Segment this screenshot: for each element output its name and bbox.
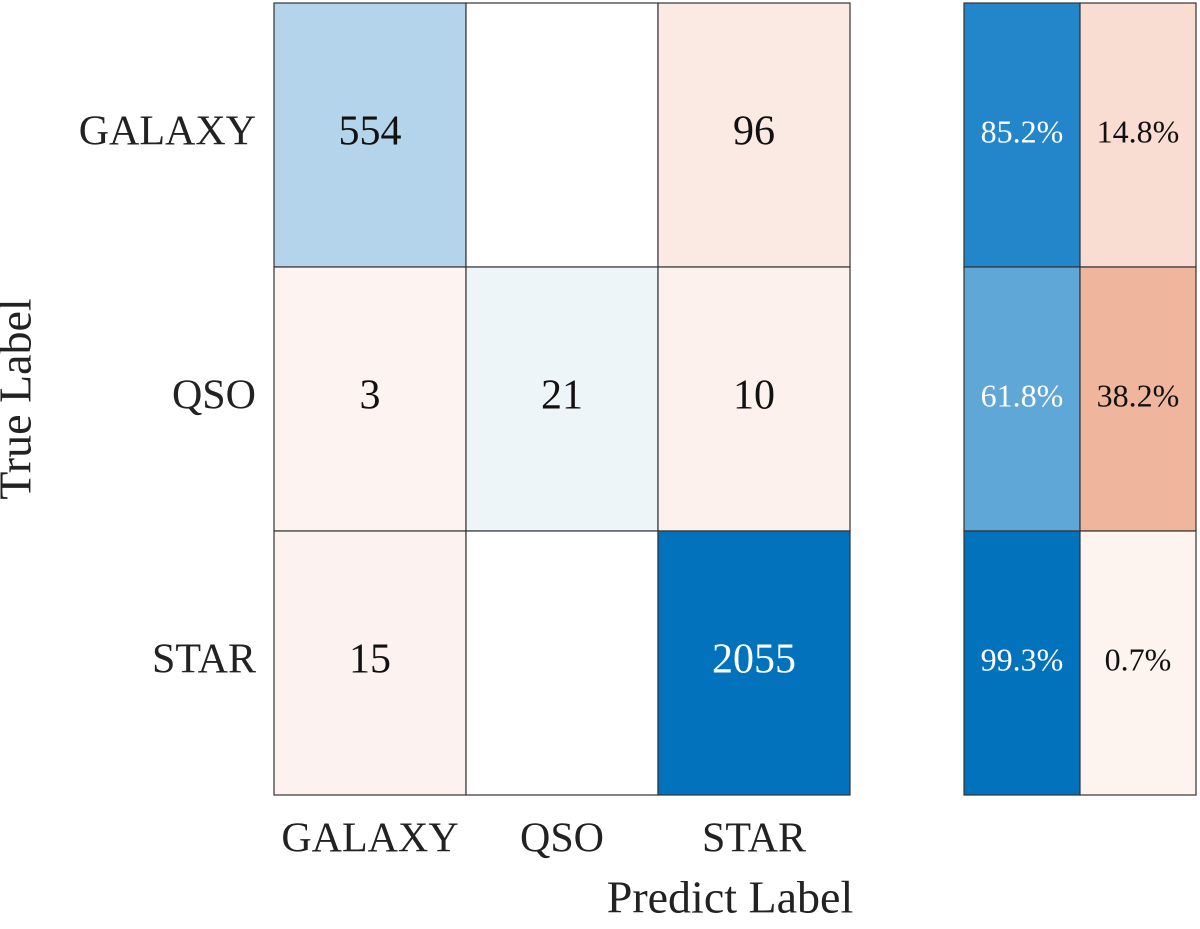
- summary-cell: [1079, 266, 1197, 532]
- summary-label: 85.2%: [981, 113, 1064, 149]
- y-tick-label: GALAXY: [79, 109, 256, 155]
- cell: [273, 530, 467, 796]
- cell-label: 2055: [712, 637, 796, 683]
- summary-cell: [963, 2, 1081, 268]
- summary-label: 14.8%: [1097, 113, 1180, 149]
- cell-label: 10: [733, 373, 775, 419]
- y-tick-label: QSO: [172, 373, 256, 419]
- x-axis-label: Predict Label: [607, 872, 854, 923]
- summary-cell: [1079, 530, 1197, 796]
- cell-label: 554: [339, 109, 402, 155]
- cell: [273, 266, 467, 532]
- x-tick-label: QSO: [520, 816, 604, 862]
- x-tick-label: GALAXY: [281, 816, 458, 862]
- summary-label: 38.2%: [1097, 377, 1180, 413]
- cell: [657, 2, 851, 268]
- y-axis-label: True Label: [0, 298, 41, 499]
- cell: [657, 266, 851, 532]
- cell: [465, 530, 659, 796]
- summary-label: 99.3%: [981, 641, 1064, 677]
- cell-label: 21: [541, 373, 583, 419]
- y-tick-label: STAR: [152, 637, 256, 683]
- cell-label: 15: [349, 637, 391, 683]
- cell: [657, 530, 851, 796]
- cell: [465, 266, 659, 532]
- summary-label: 61.8%: [981, 377, 1064, 413]
- summary-cell: [963, 266, 1081, 532]
- cell: [273, 2, 467, 268]
- cell: [465, 2, 659, 268]
- x-tick-label: STAR: [702, 816, 806, 862]
- summary-label: 0.7%: [1105, 641, 1172, 677]
- cell-label: 3: [360, 373, 381, 419]
- summary-cell: [963, 530, 1081, 796]
- cell-label: 96: [733, 109, 775, 155]
